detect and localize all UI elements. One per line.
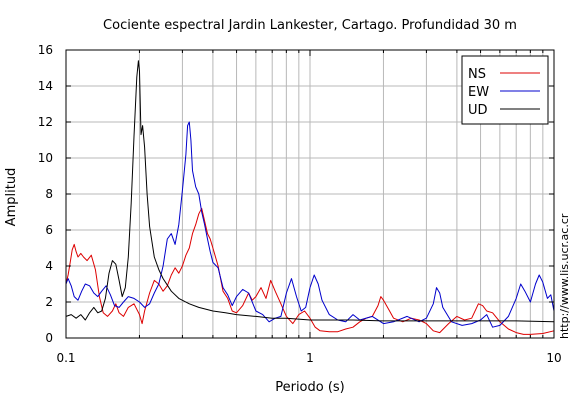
series-line-ns xyxy=(65,207,555,335)
y-tick-label: 0 xyxy=(45,331,53,345)
y-tick-label: 2 xyxy=(45,295,53,309)
series-line-ud xyxy=(65,60,555,323)
series-lines xyxy=(65,60,555,335)
y-tick-label: 6 xyxy=(45,223,53,237)
y-tick-label: 12 xyxy=(38,115,53,129)
axes: 0 2 4 6 8 10 12 14 16 0.1 1 10 xyxy=(38,43,562,365)
x-tick-label: 10 xyxy=(546,351,561,365)
legend: NS EW UD xyxy=(461,55,549,125)
y-tick-label: 10 xyxy=(38,151,53,165)
y-tick-label: 16 xyxy=(38,43,53,57)
side-url-text: http://www.lis.ucr.ac.cr xyxy=(558,213,571,339)
y-tick-label: 8 xyxy=(45,187,53,201)
legend-label: NS xyxy=(468,67,486,82)
y-tick-label: 14 xyxy=(38,79,53,93)
chart-title: Cociente espectral Jardin Lankester, Car… xyxy=(103,18,517,33)
x-axis-label: Periodo (s) xyxy=(275,380,345,395)
legend-label: UD xyxy=(468,103,488,118)
y-tick-label: 4 xyxy=(45,259,53,273)
legend-label: EW xyxy=(468,85,489,100)
x-tick-label: 0.1 xyxy=(56,351,75,365)
x-tick-label: 1 xyxy=(306,351,314,365)
y-axis-label: Amplitud xyxy=(4,168,19,227)
series-line-ew xyxy=(65,121,555,328)
legend-box xyxy=(461,55,549,125)
